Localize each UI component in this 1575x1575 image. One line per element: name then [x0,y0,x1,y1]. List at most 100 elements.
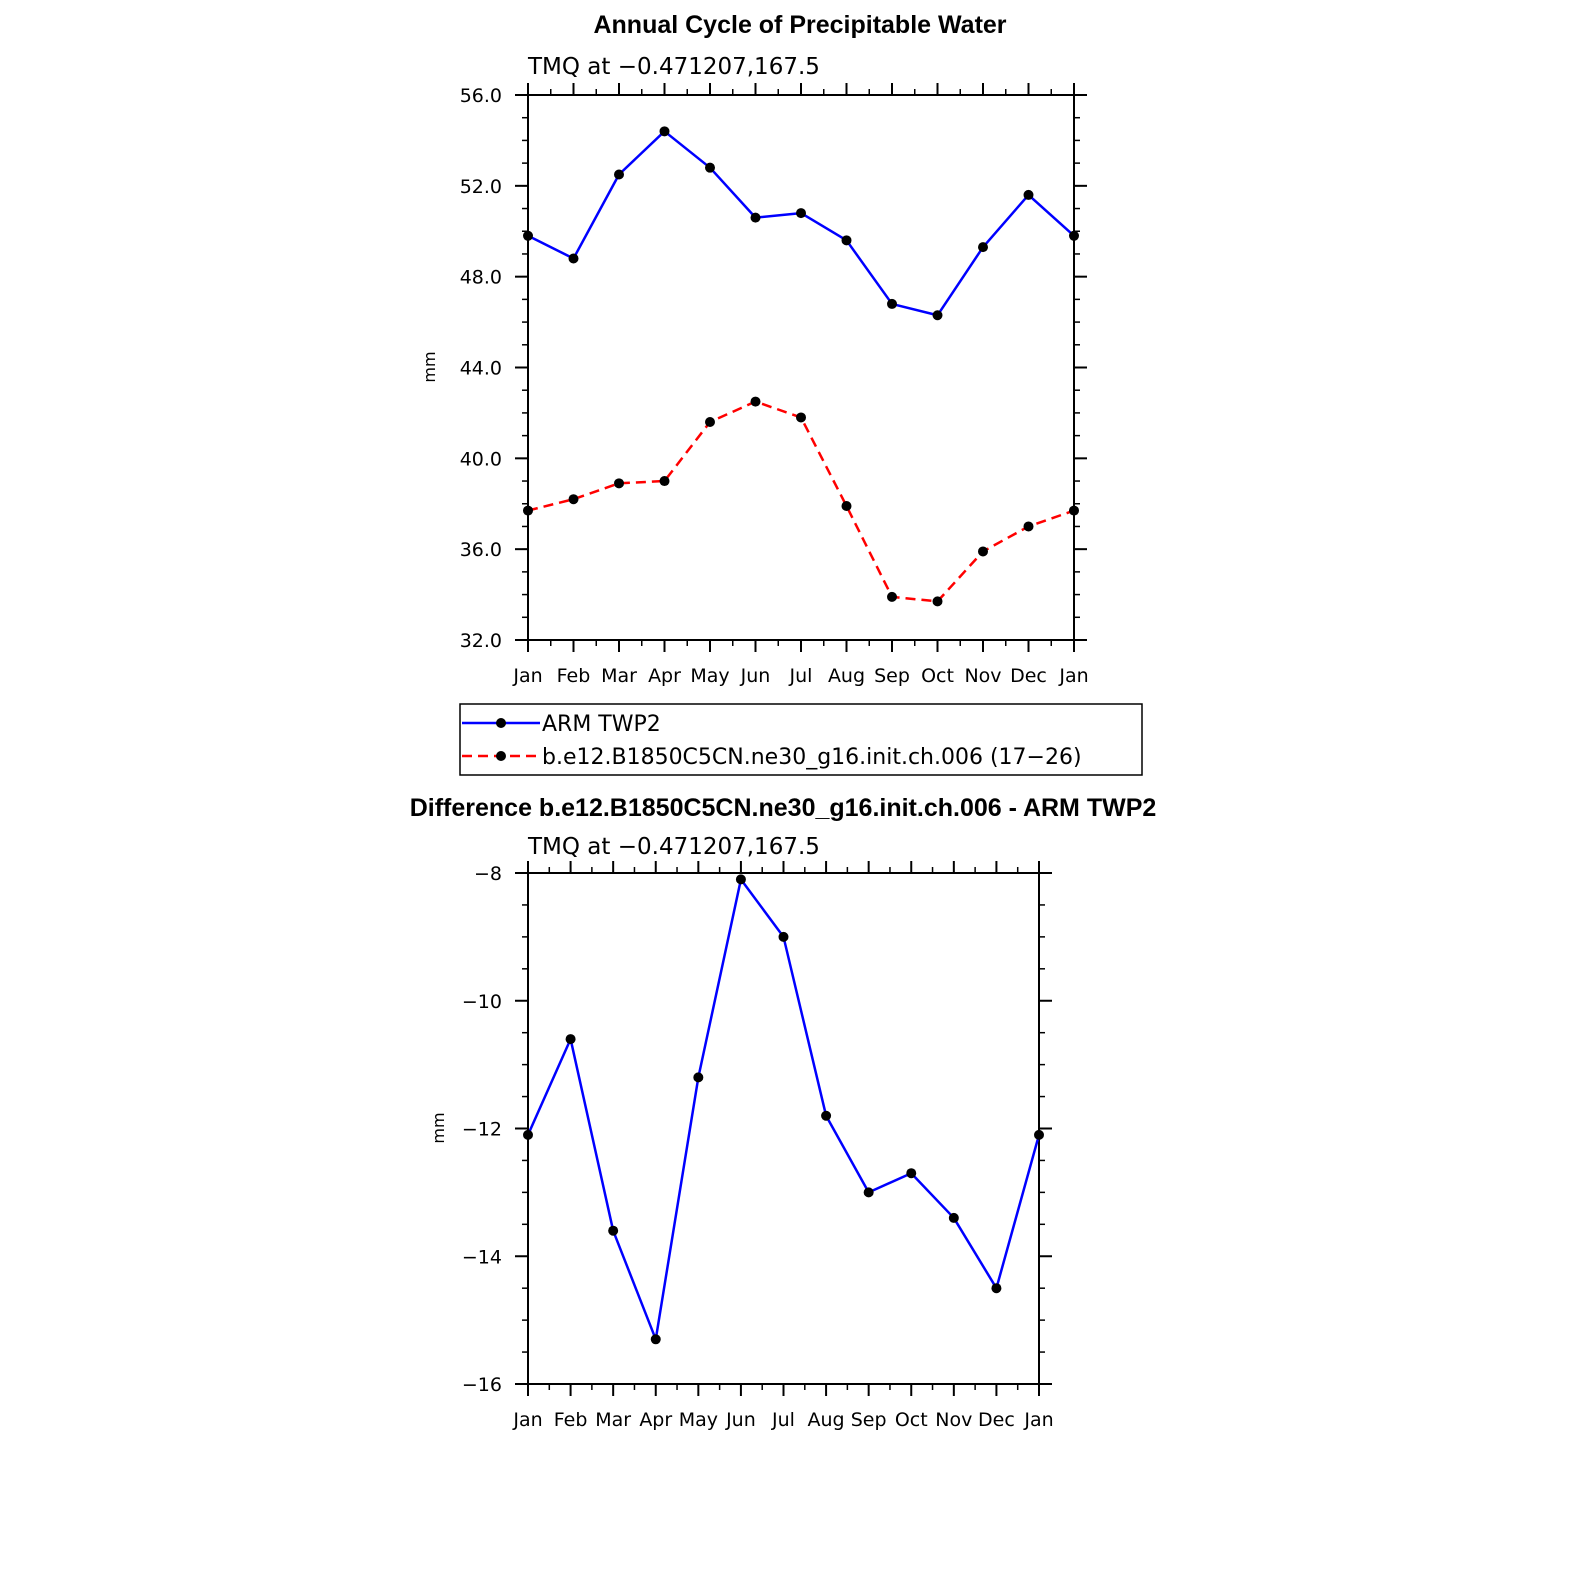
y-tick-label: −12 [462,1119,502,1141]
data-point [659,126,670,137]
x-tick-label: Jan [512,665,542,687]
x-tick-label: Dec [978,1409,1015,1431]
y-tick-label: −8 [474,863,502,885]
x-tick-label: Jan [512,1409,542,1431]
data-point [750,396,761,407]
x-tick-label: Jun [725,1409,756,1431]
x-tick-label: Sep [874,665,910,687]
data-point [948,1212,959,1223]
y-tick-label: 44.0 [460,358,502,380]
y-tick-label: 52.0 [460,176,502,198]
x-tick-label: Mar [601,665,637,687]
data-point [650,1334,661,1345]
data-point [978,546,988,557]
data-point [991,1283,1002,1294]
y-tick-label: 56.0 [460,85,502,107]
series-group [523,874,1044,1345]
chart-subtitle: TMQ at −0.471207,167.5 [527,834,820,860]
data-point [750,212,761,223]
data-point [608,1225,619,1236]
x-tick-label: Nov [935,1409,972,1431]
data-point [614,478,624,489]
data-point [659,476,670,487]
y-axis-label: mm [420,351,439,382]
data-point [1023,521,1034,532]
data-point [565,1034,576,1045]
y-tick-label: 48.0 [460,267,502,289]
y-tick-label: −16 [462,1374,502,1396]
data-point [932,596,943,607]
x-tick-label: Feb [554,1409,588,1431]
x-tick-label: Mar [595,1409,631,1431]
data-point [693,1072,704,1083]
x-tick-label: May [690,665,729,687]
x-tick-label: Jan [1023,1409,1053,1431]
chart-subtitle: TMQ at −0.471207,167.5 [527,54,820,80]
x-tick-label: Jan [1058,665,1088,687]
data-point [568,253,579,264]
x-tick-label: Aug [808,1409,845,1431]
tick-marks [515,861,1052,1396]
data-point [614,169,624,180]
legend-marker-model [496,751,506,761]
data-point [887,298,897,309]
data-point [523,505,533,516]
data-point [1069,505,1079,516]
x-tick-label: Apr [639,1409,672,1431]
legend-box [459,703,1143,776]
data-point [887,591,897,602]
chart-title: Annual Cycle of Precipitable Water [593,11,1006,39]
plot-frame [527,872,1040,1385]
data-point [796,208,806,219]
plot-frame [527,94,1075,641]
data-point [841,235,852,246]
data-point [863,1187,874,1198]
x-tick-label: Jul [789,665,813,687]
y-tick-label: 36.0 [460,539,502,561]
x-tick-label: Sep [851,1409,887,1431]
x-tick-label: May [679,1409,718,1431]
y-tick-labels: 56.0 52.0 48.0 44.0 40.0 36.0 32.0 [460,85,502,652]
legend-marker-arm [496,718,506,728]
x-tick-label: Oct [895,1409,928,1431]
data-point [821,1110,832,1121]
data-point [705,417,715,427]
x-tick-label: Oct [921,665,954,687]
data-point [778,931,789,942]
data-point [841,501,852,512]
x-tick-label: Jun [740,665,771,687]
data-point [1069,230,1079,241]
data-point [735,874,746,885]
data-point [978,242,988,253]
legend: ARM TWP2 b.e12.B1850C5CN.ne30_g16.init.c… [459,703,1143,776]
data-point [523,230,533,241]
chart-title: Difference b.e12.B1850C5CN.ne30_g16.init… [410,794,1157,822]
x-tick-label: Jul [771,1409,795,1431]
x-tick-labels: Jan Feb Mar Apr May Jun Jul Aug Sep Oct Nov Dec Jan [512,1409,1053,1431]
data-point [705,162,715,173]
data-point [568,494,579,505]
x-tick-labels: Jan Feb Mar Apr May Jun Jul Aug Sep Oct Nov Dec Jan [512,665,1088,687]
data-point [906,1168,917,1179]
annual-cycle-panel: Annual Cycle of Precipitable Water TMQ a… [420,11,1143,776]
data-point [796,412,806,423]
y-tick-labels: −8 −10 −12 −14 −16 [462,863,502,1396]
data-point [523,1129,533,1140]
series-group [523,126,1079,607]
x-tick-label: Nov [964,665,1001,687]
data-point [932,310,943,321]
y-tick-label: 32.0 [460,630,502,652]
y-tick-label: 40.0 [460,448,502,470]
legend-label-model: b.e12.B1850C5CN.ne30_g16.init.ch.006 (17… [542,745,1082,770]
difference-panel: Difference b.e12.B1850C5CN.ne30_g16.init… [410,794,1157,1431]
data-point [1023,189,1034,200]
x-tick-label: Apr [648,665,681,687]
legend-label-arm: ARM TWP2 [542,712,661,737]
x-tick-label: Aug [828,665,865,687]
x-tick-label: Dec [1010,665,1047,687]
y-axis-label: mm [429,1112,448,1143]
y-tick-label: −14 [462,1246,502,1268]
y-tick-label: −10 [462,991,502,1013]
x-tick-label: Feb [557,665,591,687]
